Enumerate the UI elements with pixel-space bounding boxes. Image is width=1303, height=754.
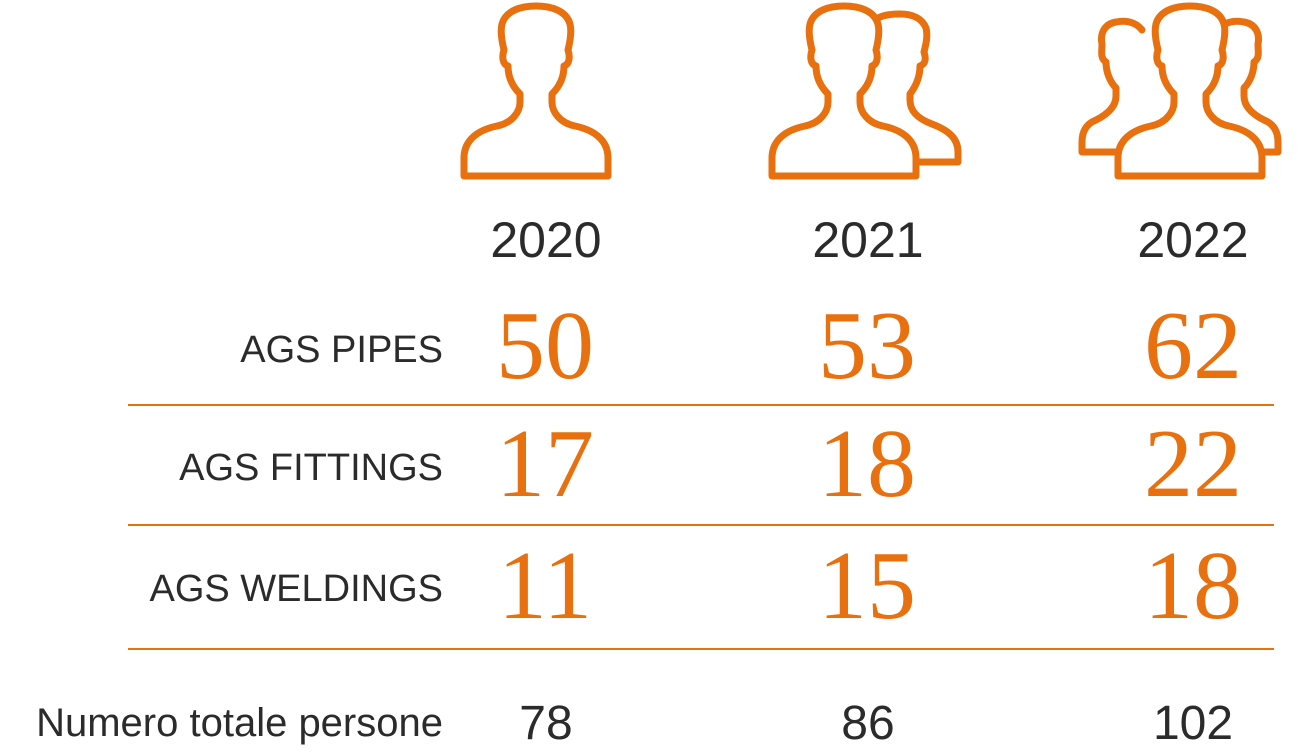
total-2022: 102 [1152,697,1234,750]
total-label: Numero totale persone [36,701,443,745]
three-people-icon [1078,0,1298,190]
row-label-ags-weldings: AGS WELDINGS [149,568,444,610]
row-label-ags-fittings: AGS FITTINGS [179,447,443,489]
value-ags-pipes-2022: 62 [1144,292,1242,400]
year-header-2020: 2020 [490,212,602,268]
row-divider [128,648,1274,650]
row-divider [128,524,1274,526]
total-2020: 78 [519,697,573,750]
value-ags-fittings-2022: 22 [1144,410,1242,518]
two-people-icon [760,0,970,190]
person-icon [452,0,622,190]
value-ags-fittings-2021: 18 [818,410,916,518]
year-header-2022: 2022 [1137,212,1249,268]
value-ags-weldings-2021: 15 [818,532,916,640]
row-label-ags-pipes: AGS PIPES [240,329,443,371]
year-header-2021: 2021 [812,212,924,268]
row-divider [128,404,1274,406]
value-ags-fittings-2020: 17 [496,410,594,518]
total-2021: 86 [841,697,895,750]
value-ags-weldings-2020: 11 [497,532,593,640]
value-ags-pipes-2020: 50 [496,292,594,400]
value-ags-pipes-2021: 53 [818,292,916,400]
value-ags-weldings-2022: 18 [1144,532,1242,640]
